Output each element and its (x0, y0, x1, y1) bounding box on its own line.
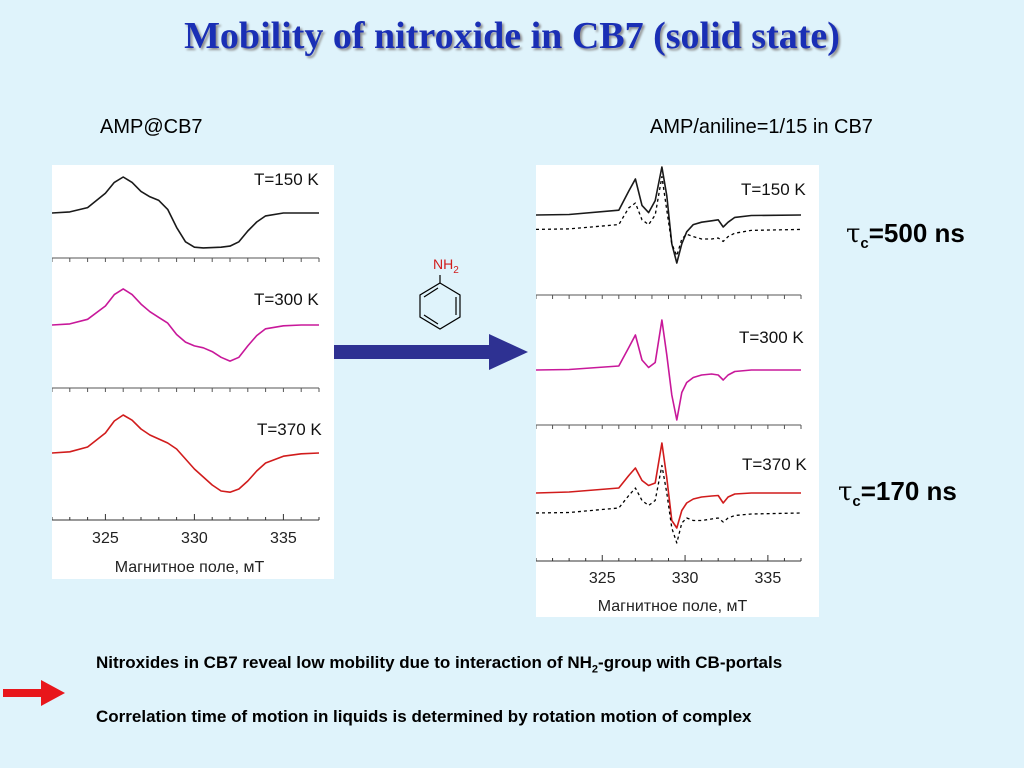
right-panel-label: AMP/aniline=1/15 in CB7 (650, 116, 873, 138)
temperature-label: T=300 K (254, 290, 319, 309)
experimental-spectrum-line (536, 166, 802, 264)
right-arrow-icon (334, 334, 528, 370)
right-arrow-head (489, 334, 528, 370)
right-epr-chart-svg: 325 330 335 Магнитное поле, мТ T=150 K T=300 … (536, 166, 807, 615)
simulated-spectrum-line (536, 464, 802, 544)
bullet-text-2: Correlation time of motion in liquids is… (96, 707, 752, 726)
right-arrow-shaft (334, 345, 490, 359)
x-axis-label: Магнитное поле, мТ (115, 559, 265, 576)
tau-top-label: τc=500 ns (846, 218, 965, 253)
right-epr-chart: 325 330 335 Магнитное поле, мТ T=150 K T=300 … (536, 165, 819, 617)
x-tick-label: 335 (755, 570, 782, 587)
temperature-label: T=150 K (254, 170, 319, 189)
slide-title: Mobility of nitroxide in CB7 (solid stat… (184, 15, 840, 57)
x-tick-label: 330 (672, 570, 699, 587)
x-tick-label: 325 (92, 530, 119, 547)
aniline-molecule-icon: NH2 (419, 256, 461, 330)
temperature-label: T=150 K (741, 180, 806, 199)
molecule-label-sub: 2 (453, 265, 459, 276)
left-epr-chart-svg: 325 330 335 Магнитное поле, мТ T=150 K T=300 … (52, 170, 322, 576)
experimental-spectrum-line (536, 319, 801, 421)
red-arrow-icon (3, 680, 65, 706)
experimental-spectrum-line (52, 414, 320, 493)
experimental-spectrum-line (536, 442, 801, 529)
temperature-label: T=370 K (742, 455, 807, 474)
x-axis-label: Магнитное поле, мТ (598, 598, 748, 615)
molecule-label: NH (433, 256, 453, 272)
x-tick-label: 330 (181, 530, 208, 547)
temperature-label: T=370 K (257, 420, 322, 439)
temperature-label: T=300 K (739, 328, 804, 347)
x-tick-label: 335 (270, 530, 297, 547)
left-epr-chart: 325 330 335 Магнитное поле, мТ T=150 K T=300 … (52, 165, 334, 579)
tau-bottom-label: τc=170 ns (838, 476, 957, 511)
left-panel-label: AMP@CB7 (100, 116, 203, 138)
x-tick-label: 325 (589, 570, 616, 587)
svg-text:NH2: NH2 (433, 256, 459, 276)
bullet-text-1: Nitroxides in CB7 reveal low mobility du… (96, 653, 783, 676)
experimental-spectrum-line (52, 176, 319, 249)
experimental-spectrum-line (52, 288, 319, 362)
